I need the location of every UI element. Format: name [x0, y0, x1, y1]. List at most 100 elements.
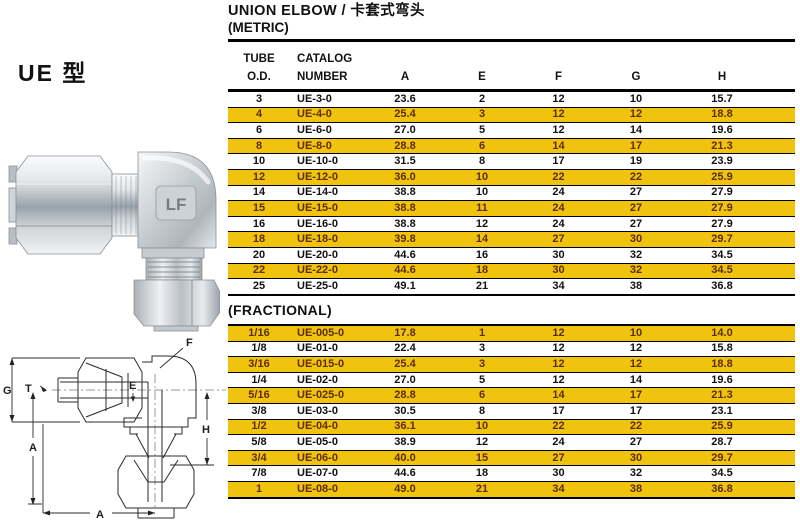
table-cell: 28.8 [366, 387, 444, 404]
table-cell: 3 [444, 107, 520, 124]
table-cell: 14 [520, 387, 597, 404]
metric-section-label: (METRIC) [228, 20, 289, 36]
table-row: 6 UE-6-0 27.0 5 12 14 19.6 [228, 122, 795, 139]
table-cell: 18 [444, 263, 520, 280]
table-cell: 22 [597, 419, 675, 436]
table-cell: 21.3 [675, 138, 795, 155]
table-cell: UE-015-0 [290, 356, 366, 373]
table-cell: 12 [520, 341, 597, 358]
table-cell: 3/16 [228, 356, 290, 373]
table-cell: 30 [520, 247, 597, 264]
table-cell: 39.8 [366, 231, 444, 248]
table-cell: 3 [444, 356, 520, 373]
table-row: 3/8 UE-03-0 30.5 8 17 17 23.1 [228, 403, 795, 420]
table-cell: 25.9 [675, 419, 795, 436]
dimension-lines [11, 347, 214, 514]
table-cell: UE-3-0 [290, 90, 366, 108]
table-cell: 34.5 [675, 465, 795, 482]
table-cell: 12 [520, 356, 597, 373]
table-cell: 12 [597, 107, 675, 124]
table-cell: 14 [228, 185, 290, 202]
table-cell: 22 [520, 419, 597, 436]
table-cell: UE-02-0 [290, 372, 366, 389]
table-cell: 38 [597, 278, 675, 296]
table-row: 12 UE-12-0 36.0 10 22 22 25.9 [228, 169, 795, 186]
table-cell: 18 [444, 465, 520, 482]
table-cell: 12 [520, 90, 597, 108]
table-cell: 24 [520, 200, 597, 217]
table-cell: UE-06-0 [290, 450, 366, 467]
fractional-section-label: (FRACTIONAL) [228, 302, 332, 318]
table-row: 20 UE-20-0 44.6 16 30 32 34.5 [228, 247, 795, 264]
table-cell: 30 [520, 465, 597, 482]
table-cell: 15.7 [675, 90, 795, 108]
table-cell: 22 [228, 263, 290, 280]
table-cell: 28.7 [675, 434, 795, 451]
table-cell: 1/2 [228, 419, 290, 436]
table-cell: 12 [520, 122, 597, 139]
table-cell: 14 [597, 372, 675, 389]
table-cell: 24 [520, 216, 597, 233]
table-cell: 6 [444, 387, 520, 404]
table-cell: 29.7 [675, 231, 795, 248]
table-cell: 12 [444, 434, 520, 451]
table-cell: 3 [444, 341, 520, 358]
table-row: 3 UE-3-0 23.6 2 12 10 15.7 [228, 90, 795, 108]
table-cell: 16 [444, 247, 520, 264]
table-cell: 4 [228, 107, 290, 124]
table-cell: UE-005-0 [290, 325, 366, 342]
table-cell: 38.8 [366, 185, 444, 202]
table-cell: 23.6 [366, 90, 444, 108]
table-row: 16 UE-16-0 38.8 12 24 27 27.9 [228, 216, 795, 233]
drawing-label-t: T [25, 383, 32, 395]
table-cell: 32 [597, 465, 675, 482]
drawing-label-a-side: A [29, 442, 37, 454]
table-cell: 14 [597, 122, 675, 139]
table-cell: 10 [444, 185, 520, 202]
table-cell: 27.0 [366, 372, 444, 389]
table-cell: 3/4 [228, 450, 290, 467]
table-cell: UE-6-0 [290, 122, 366, 139]
table-cell: UE-18-0 [290, 231, 366, 248]
table-cell: 12 [597, 341, 675, 358]
table-cell: UE-8-0 [290, 138, 366, 155]
table-cell: 1 [444, 325, 520, 342]
table-row: 14 UE-14-0 38.8 10 24 27 27.9 [228, 185, 795, 202]
table-cell: 25.4 [366, 107, 444, 124]
table-cell: 10 [597, 90, 675, 108]
lf-logo-text: LF [166, 195, 187, 214]
table-cell: 38.8 [366, 200, 444, 217]
table-cell: 17 [597, 138, 675, 155]
table-cell: 44.6 [366, 263, 444, 280]
table-cell: 44.6 [366, 465, 444, 482]
table-row: 10 UE-10-0 31.5 8 17 19 23.9 [228, 153, 795, 170]
table-cell: 17.8 [366, 325, 444, 342]
table-row: 25 UE-25-0 49.1 21 34 38 36.8 [228, 278, 795, 296]
drawing-label-a-bottom: A [96, 509, 104, 521]
table-row: 5/8 UE-05-0 38.9 12 24 27 28.7 [228, 434, 795, 451]
table-cell: UE-05-0 [290, 434, 366, 451]
table-cell: 32 [597, 247, 675, 264]
table-cell: UE-4-0 [290, 107, 366, 124]
table-cell: 10 [444, 419, 520, 436]
table-cell: 27 [597, 434, 675, 451]
column-header-tube: TUBE [243, 53, 275, 66]
table-cell: 21.3 [675, 387, 795, 404]
metric-table-body: 3 UE-3-0 23.6 2 12 10 15.7 4 UE-4-0 25.4 3 12 12 18.8… [228, 90, 795, 296]
column-header-e: E [444, 66, 520, 92]
table-row: 3/16 UE-015-0 25.4 3 12 12 18.8 [228, 356, 795, 373]
column-header-a: A [366, 66, 444, 92]
table-cell: UE-14-0 [290, 185, 366, 202]
table-cell: 2 [444, 90, 520, 108]
table-cell: 25.9 [675, 169, 795, 186]
table-cell: 27 [520, 450, 597, 467]
drawing-label-e: E [129, 380, 136, 392]
table-cell: 14 [444, 231, 520, 248]
table-cell: 15 [444, 450, 520, 467]
table-cell: 30 [597, 231, 675, 248]
table-cell: 34.5 [675, 263, 795, 280]
table-cell: 12 [520, 372, 597, 389]
table-cell: 28.8 [366, 138, 444, 155]
product-type-label: UE 型 [18, 60, 88, 86]
